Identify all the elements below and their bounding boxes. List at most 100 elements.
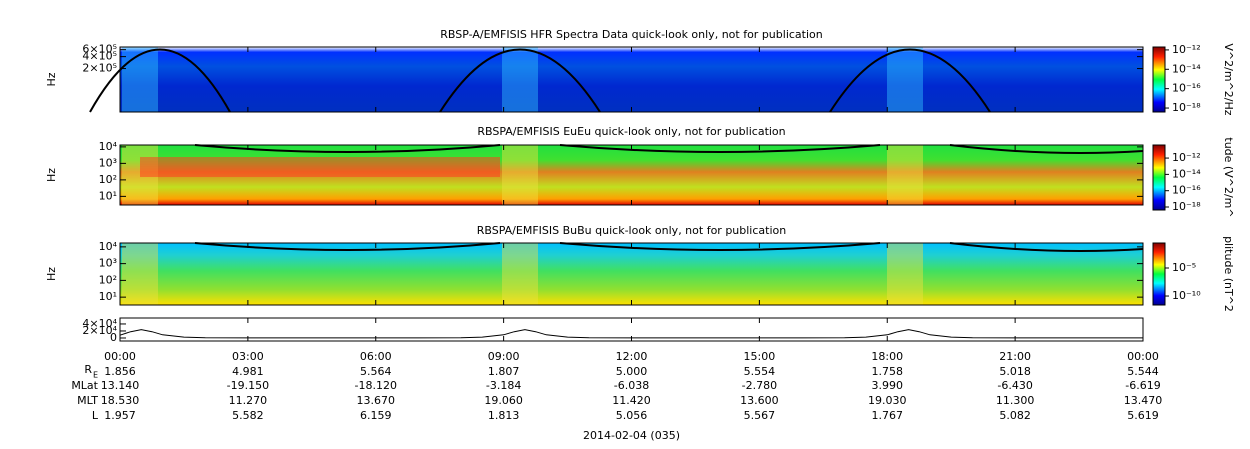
ephemeris-value: -18.120 [355,379,397,392]
row-label: R [84,363,92,376]
colorbar-label: tude (V^2/m^ [1222,137,1235,217]
x-tick-label: 18:00 [871,350,903,363]
ephemeris-value: 1.758 [872,365,904,378]
cutoff-curve [194,242,1144,252]
perigee-burst [122,243,158,305]
colorbar [1152,242,1166,306]
colorbar-tick-label: 10⁻¹⁸ [1172,101,1201,114]
cutoff-curve [439,48,601,113]
colorbar-label: plitude (nT^2 [1222,236,1235,312]
ephemeris-value: 13.670 [357,394,396,407]
row-label-subscript: E [93,371,98,380]
y-axis-label: Hz [45,267,58,281]
row-label: MLat [71,379,98,392]
panel-title: RBSP-A/EMFISIS HFR Spectra Data quick-lo… [440,28,823,41]
y-tick-label: 10² [99,173,117,186]
row-label: MLT [77,394,98,407]
y-tick-label: 0 [110,331,117,344]
ephemeris-value: 4.981 [232,365,264,378]
ephemeris-value: 19.060 [484,394,523,407]
x-tick-label: 09:00 [488,350,520,363]
colorbar [1152,46,1166,113]
x-tick-label: 21:00 [999,350,1031,363]
data-line [119,329,1143,339]
y-tick-label: 6×10⁵ [82,43,117,56]
ephemeris-value: 1.767 [872,409,904,422]
colorbar-tick-label: 10⁻⁵ [1172,261,1196,274]
ephemeris-value: 5.082 [999,409,1031,422]
ephemeris-value: -6.619 [1125,379,1160,392]
x-tick-label: 00:00 [104,350,136,363]
x-tick-label: 03:00 [232,350,264,363]
ephemeris-value: 5.056 [616,409,648,422]
ephemeris-value: 1.813 [488,409,520,422]
y-tick-label: 2×10⁵ [82,62,117,75]
ephemeris-value: 11.270 [229,394,268,407]
ephemeris-value: 11.420 [612,394,651,407]
panel-title: RBSPA/EMFISIS EuEu quick-look only, not … [477,125,785,138]
y-tick-label: 10³ [99,257,117,270]
y-tick-label: 4×10⁴ [82,317,117,330]
ephemeris-value: 18.530 [101,394,140,407]
row-label: L [92,409,99,422]
ephemeris-value: -2.780 [742,379,777,392]
colorbar-label: V^2/m^2/Hz [1222,43,1235,115]
ephemeris-value: 13.140 [101,379,140,392]
colorbar [1152,144,1166,211]
perigee-burst [887,145,923,205]
y-tick-label: 10¹ [99,189,117,202]
perigee-burst [502,47,538,112]
wave-band [140,157,500,177]
ephemeris-value: 11.300 [996,394,1035,407]
ephemeris-value: 19.030 [868,394,907,407]
y-axis-label: Hz [45,168,58,182]
x-tick-label: 06:00 [360,350,392,363]
y-tick-label: 4×10⁵ [82,50,117,63]
ephemeris-value: 5.564 [360,365,392,378]
colorbar-tick-label: 10⁻¹⁶ [1172,184,1201,197]
ephemeris-value: 3.990 [872,379,904,392]
ephemeris-value: 5.554 [744,365,776,378]
x-tick-label: 15:00 [744,350,776,363]
ephemeris-value: 13.470 [1124,394,1163,407]
x-tick-label: 00:00 [1127,350,1159,363]
ephemeris-value: 6.159 [360,409,392,422]
cutoff-curve [89,48,231,113]
ephemeris-value: 5.582 [232,409,264,422]
colorbar-tick-label: 10⁻¹⁸ [1172,200,1201,213]
ephemeris-value: 5.544 [1127,365,1159,378]
y-tick-label: 10¹ [99,290,117,303]
colorbar-tick-label: 10⁻¹² [1172,43,1201,56]
ephemeris-value: -6.038 [614,379,649,392]
y-tick-label: 10³ [99,156,117,169]
y-tick-label: 10⁴ [99,140,118,153]
y-tick-label: 10² [99,273,117,286]
ephemeris-value: 5.000 [616,365,648,378]
cutoff-curve [829,48,991,113]
colorbar-tick-label: 10⁻¹² [1172,151,1201,164]
cutoff-curve [194,144,1144,154]
x-tick-label: 12:00 [616,350,648,363]
ephemeris-value: 1.957 [104,409,136,422]
colorbar-tick-label: 10⁻¹⁶ [1172,82,1201,95]
panel-title: RBSPA/EMFISIS BuBu quick-look only, not … [477,224,787,237]
colorbar-tick-label: 10⁻¹⁴ [1172,167,1201,180]
colorbar-tick-label: 10⁻¹⁴ [1172,62,1201,75]
spectrogram-image [120,47,1143,112]
ephemeris-value: 1.807 [488,365,520,378]
ephemeris-value: -19.150 [227,379,269,392]
perigee-burst [502,145,538,205]
spectrogram-image [120,243,1143,305]
ephemeris-value: 5.619 [1127,409,1159,422]
y-tick-label: 2×10⁴ [82,324,117,337]
y-tick-label: 10⁴ [99,240,118,253]
ephemeris-value: 5.018 [999,365,1031,378]
ephemeris-value: 5.567 [744,409,776,422]
ephemeris-value: -3.184 [486,379,521,392]
perigee-burst [887,243,923,305]
date-label: 2014-02-04 (035) [583,429,680,442]
perigee-burst [502,243,538,305]
ephemeris-value: 13.600 [740,394,779,407]
perigee-burst [122,47,158,112]
